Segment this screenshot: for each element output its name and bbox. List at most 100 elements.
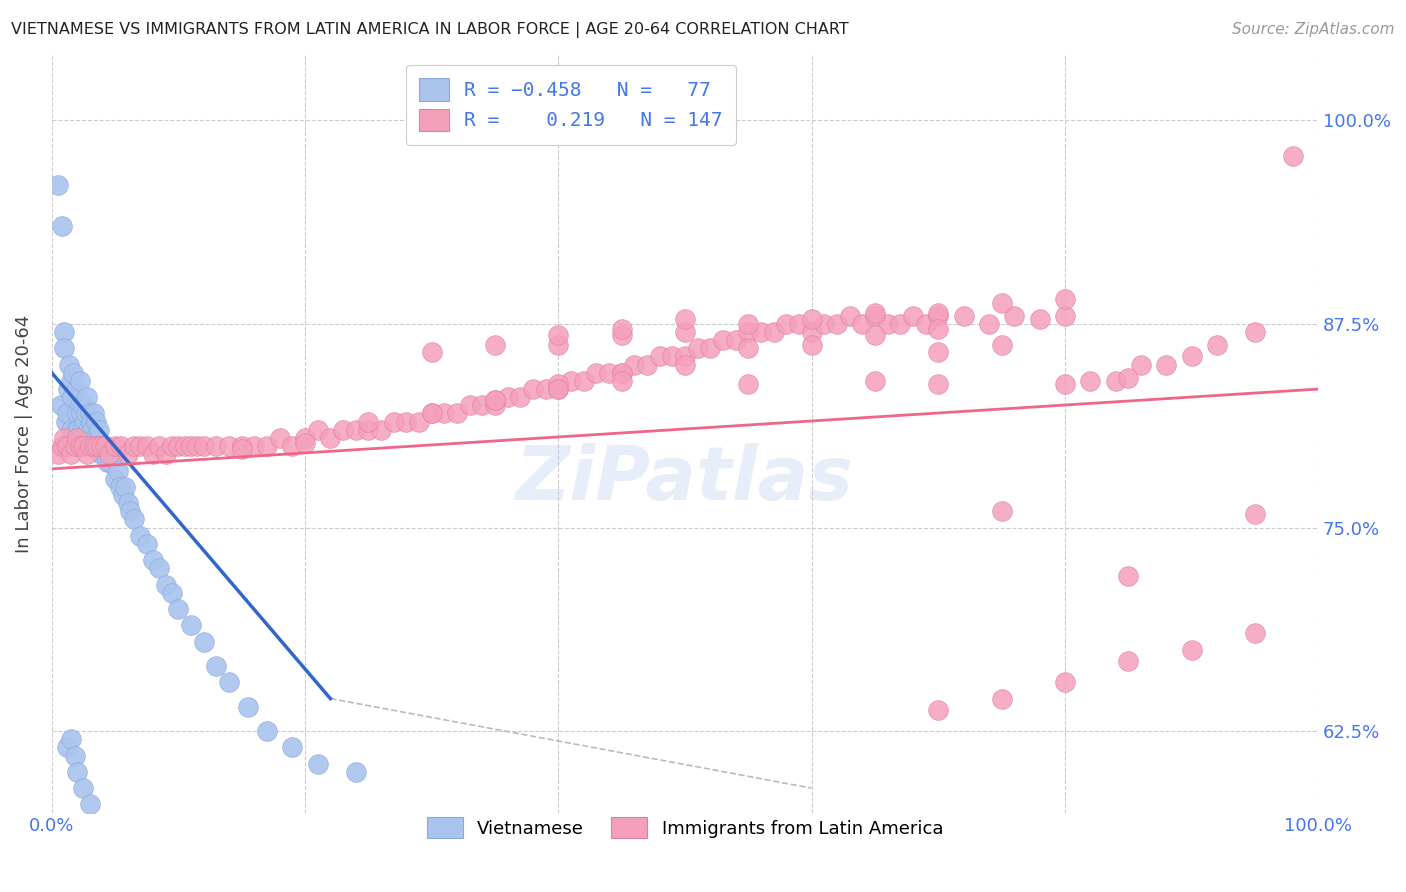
Point: [90, 439, 112, 453]
Point: [636, 358, 658, 372]
Point: [344, 423, 367, 437]
Point: [800, 325, 823, 339]
Point: [610, 366, 633, 380]
Point: [66, 431, 89, 445]
Point: [1243, 508, 1265, 522]
Point: [623, 358, 645, 372]
Point: [1116, 569, 1139, 583]
Point: [79, 439, 101, 453]
Point: [825, 317, 848, 331]
Point: [67, 423, 90, 437]
Point: [1243, 325, 1265, 339]
Point: [357, 423, 380, 437]
Point: [79, 407, 101, 421]
Point: [59, 423, 82, 437]
Point: [370, 423, 392, 437]
Point: [484, 338, 506, 352]
Point: [53, 325, 76, 339]
Point: [838, 309, 860, 323]
Point: [53, 439, 76, 453]
Point: [111, 488, 134, 502]
Point: [117, 447, 139, 461]
Point: [148, 439, 170, 453]
Point: [167, 439, 190, 453]
Point: [76, 447, 98, 461]
Point: [155, 447, 177, 461]
Point: [256, 439, 278, 453]
Point: [46, 447, 69, 461]
Point: [598, 366, 620, 380]
Point: [1281, 149, 1303, 163]
Point: [1028, 312, 1050, 326]
Point: [749, 325, 772, 339]
Point: [737, 317, 759, 331]
Point: [117, 496, 139, 510]
Point: [673, 350, 696, 364]
Point: [901, 309, 924, 323]
Point: [63, 748, 86, 763]
Point: [58, 358, 80, 372]
Point: [977, 317, 1000, 331]
Point: [160, 439, 183, 453]
Point: [180, 618, 202, 632]
Point: [1180, 642, 1202, 657]
Point: [70, 407, 93, 421]
Point: [90, 447, 112, 461]
Point: [72, 439, 94, 453]
Point: [395, 415, 418, 429]
Point: [787, 317, 810, 331]
Point: [673, 358, 696, 372]
Point: [193, 439, 215, 453]
Point: [889, 317, 911, 331]
Point: [56, 740, 79, 755]
Point: [66, 407, 89, 421]
Point: [294, 431, 316, 445]
Point: [59, 447, 82, 461]
Point: [76, 390, 98, 404]
Point: [148, 561, 170, 575]
Point: [737, 342, 759, 356]
Point: [863, 309, 886, 323]
Point: [56, 439, 79, 453]
Point: [560, 374, 582, 388]
Point: [142, 447, 165, 461]
Point: [471, 398, 494, 412]
Point: [205, 439, 228, 453]
Point: [122, 512, 145, 526]
Point: [49, 398, 72, 412]
Point: [53, 431, 76, 445]
Point: [382, 415, 405, 429]
Point: [648, 350, 671, 364]
Point: [53, 342, 76, 356]
Point: [547, 377, 569, 392]
Point: [484, 393, 506, 408]
Point: [114, 480, 136, 494]
Point: [737, 325, 759, 339]
Point: [96, 439, 118, 453]
Point: [86, 439, 108, 453]
Point: [307, 423, 329, 437]
Point: [93, 439, 115, 453]
Point: [94, 447, 117, 461]
Point: [69, 374, 91, 388]
Point: [699, 342, 721, 356]
Point: [60, 390, 83, 404]
Point: [990, 338, 1012, 352]
Point: [218, 439, 240, 453]
Point: [357, 415, 380, 429]
Point: [863, 374, 886, 388]
Point: [661, 350, 683, 364]
Point: [610, 322, 633, 336]
Point: [63, 439, 86, 453]
Point: [446, 407, 468, 421]
Point: [46, 178, 69, 193]
Point: [120, 504, 142, 518]
Point: [104, 472, 127, 486]
Point: [1078, 374, 1101, 388]
Point: [420, 407, 443, 421]
Point: [91, 439, 114, 453]
Point: [97, 447, 120, 461]
Point: [243, 439, 266, 453]
Point: [160, 585, 183, 599]
Point: [55, 415, 77, 429]
